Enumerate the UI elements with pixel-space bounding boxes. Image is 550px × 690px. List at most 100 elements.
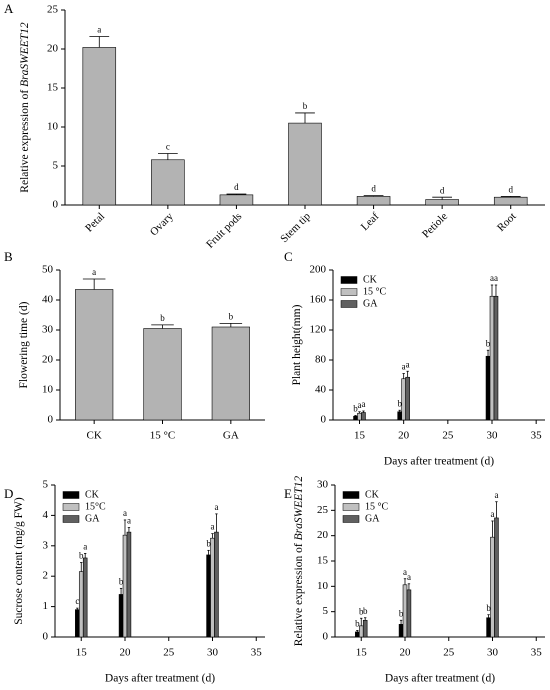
bar	[75, 289, 114, 421]
significance-letter: a	[490, 273, 494, 283]
y-tick-label: 0	[323, 631, 329, 643]
error-bar	[157, 153, 178, 160]
significance-letter: a	[214, 502, 218, 512]
y-axis-label: Plant height(mm)	[291, 304, 303, 385]
significance-letter: b	[79, 551, 84, 561]
significance-letter: a	[402, 362, 406, 372]
y-tick-label: 40	[315, 384, 327, 396]
bar	[406, 589, 412, 638]
y-axis-label-text: Flowering time (d)	[18, 301, 30, 388]
x-tick-label: Stem tip	[278, 210, 313, 245]
y-axis-label: Relative expression of BraSWEET12	[293, 476, 305, 647]
legend-label: GA	[85, 513, 100, 524]
bar	[211, 326, 250, 421]
bar	[362, 619, 368, 638]
legend-label: 15 °C	[363, 286, 386, 297]
y-axis-label: Sucrose content (mg/g FW)	[13, 497, 25, 625]
bar	[405, 376, 410, 421]
y-tick-label: 25	[317, 504, 329, 516]
error-bar	[219, 322, 243, 327]
significance-letter: a	[358, 400, 362, 410]
significance-letter: a	[123, 508, 127, 518]
bar	[206, 554, 211, 638]
bar	[493, 196, 528, 206]
legend-label: CK	[363, 274, 378, 285]
error-bar	[363, 195, 384, 197]
x-tick-label: 15	[356, 647, 368, 659]
significance-letter: a	[83, 541, 87, 551]
error-bar	[495, 501, 498, 518]
y-tick-label: 10	[42, 384, 54, 396]
error-bar	[82, 278, 106, 290]
y-tick-label: 0	[321, 414, 327, 426]
y-tick-label: 15	[47, 82, 59, 94]
y-tick-label: 20	[317, 529, 329, 541]
significance-letter: a	[494, 273, 498, 283]
y-tick-label: 50	[42, 264, 54, 276]
x-tick-label: 15	[354, 430, 366, 442]
significance-letter: b	[486, 338, 491, 348]
panel-label: E	[284, 486, 292, 501]
bar	[353, 415, 358, 421]
legend-swatch	[342, 503, 360, 511]
y-tick-label: 15	[317, 555, 329, 567]
error-bar	[487, 614, 490, 618]
error-bar	[486, 349, 490, 357]
y-tick-label: 40	[42, 294, 54, 306]
error-bar	[490, 284, 494, 297]
error-bar	[398, 409, 401, 412]
bar	[489, 295, 495, 421]
x-tick-label: 15 °C	[150, 430, 176, 442]
x-tick-label: Petiole	[420, 210, 450, 240]
y-tick-label: 160	[310, 294, 327, 306]
bar	[494, 517, 499, 638]
error-bar	[119, 587, 123, 595]
legend-swatch	[62, 503, 80, 511]
y-tick-label: 2	[43, 570, 49, 582]
significance-letter: a	[127, 516, 131, 526]
error-bar	[127, 527, 131, 533]
x-tick-label: 30	[207, 647, 219, 659]
legend-label: CK	[365, 489, 380, 500]
x-tick-label: 25	[163, 647, 175, 659]
error-bar	[76, 607, 79, 610]
y-tick-label: 0	[43, 631, 49, 643]
significance-letter: b	[303, 101, 308, 111]
error-bar	[403, 578, 407, 585]
x-tick-label: 35	[531, 430, 543, 442]
error-bar	[432, 196, 453, 200]
x-tick-label: 20	[398, 430, 410, 442]
y-tick-label: 3	[43, 539, 49, 551]
significance-letter: a	[361, 399, 365, 409]
bar	[219, 194, 254, 206]
legend-label: GA	[365, 513, 380, 524]
y-tick-label: 10	[317, 580, 329, 592]
y-tick-label: 20	[42, 354, 54, 366]
error-bar	[89, 36, 110, 48]
legend-label: CK	[85, 489, 100, 500]
error-bar	[491, 520, 494, 538]
significance-letter: a	[491, 509, 495, 519]
bar	[397, 411, 402, 421]
y-tick-label: 80	[315, 354, 327, 366]
significance-letter: c	[166, 142, 170, 152]
bar	[214, 531, 219, 638]
panel-label: B	[4, 249, 13, 264]
significance-letter: d	[371, 184, 376, 194]
x-tick-label: 25	[442, 430, 454, 442]
error-bar	[295, 112, 315, 124]
legend-swatch	[342, 515, 360, 523]
bar	[118, 594, 124, 638]
significance-letter: b	[397, 398, 402, 408]
x-axis-label: Days after treatment (d)	[385, 673, 495, 685]
legend-swatch	[62, 491, 80, 499]
significance-letter: d	[508, 184, 513, 194]
y-axis-label-gene: BraSWEET12	[19, 22, 31, 87]
significance-letter: b	[119, 576, 124, 586]
significance-letter: b	[359, 606, 364, 616]
x-tick-label: 30	[487, 647, 499, 659]
legend-swatch	[342, 491, 360, 499]
error-bar	[211, 533, 214, 539]
bar	[143, 328, 182, 421]
